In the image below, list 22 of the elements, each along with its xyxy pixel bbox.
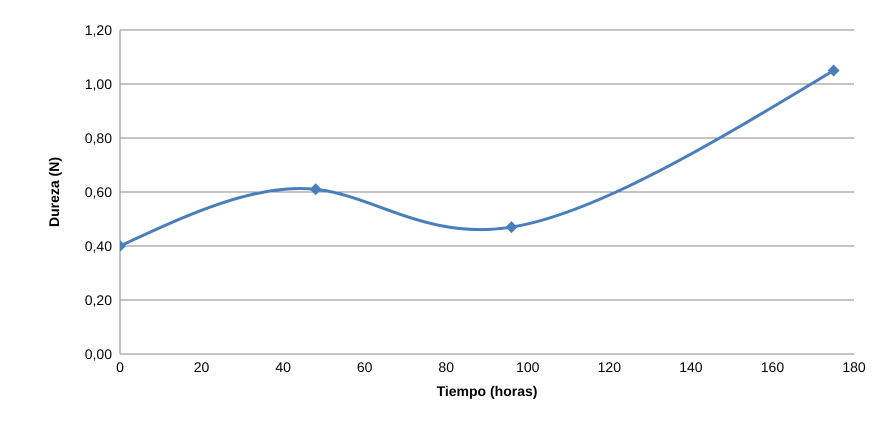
point (310, 183, 322, 196)
x-tick-label: 180 (842, 358, 866, 375)
x-tick-label: 140 (679, 358, 703, 375)
x-tick-label: 100 (516, 358, 540, 375)
x-tick-label: 0 (116, 358, 124, 375)
y-axis-title: Dureza (N) (46, 156, 62, 228)
y-tick-label: 0,60 (84, 184, 112, 200)
x-tick-label: 160 (760, 358, 784, 375)
x-tick-label: 20 (194, 358, 210, 375)
x-tick-label: 80 (438, 358, 454, 375)
y-tick-label: 1,20 (84, 22, 112, 38)
x-tick-label: 40 (275, 358, 292, 375)
y-tick-label: 0,20 (84, 292, 112, 308)
point (505, 221, 518, 234)
x-axis-title: Tiempo (horas) (436, 383, 538, 399)
y-tick-label: 1,00 (84, 76, 112, 92)
y-tick-label: 0,40 (84, 238, 112, 254)
x-tick-label: 120 (598, 358, 622, 375)
x-tick-label: 60 (356, 358, 373, 375)
y-tick-label: 0,80 (84, 130, 112, 146)
y-tick-label: 0,00 (84, 346, 112, 362)
point (828, 64, 840, 76)
